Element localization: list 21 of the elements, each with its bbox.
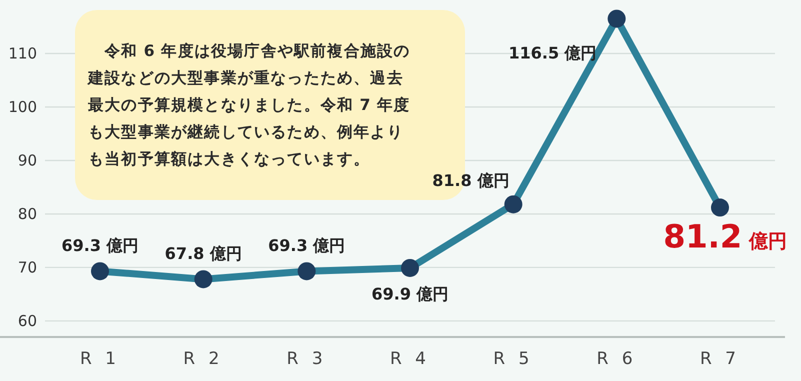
x-tick-label: R 2 <box>183 349 224 369</box>
y-tick-label: 80 <box>18 205 37 224</box>
annotation: 令和 6 年度は役場庁舎や駅前複合施設の建設などの大型事業が重なったため、過去最大の予算規模となりました。令和 7 年度も大型事業が継続しているため、例年よりも当初予算額は大きくなっています。 <box>87 41 410 168</box>
y-tick-label: 100 <box>8 98 37 116</box>
y-tick-label: 110 <box>8 44 37 63</box>
text: 69.3 億円 <box>61 236 139 255</box>
x-tick-label: R 5 <box>493 349 534 369</box>
x-tick-label: R 7 <box>700 349 740 369</box>
text: 81.8 億円 <box>432 170 510 190</box>
y-tick-label: 60 <box>18 312 37 330</box>
text: 67.8 億円 <box>164 244 242 263</box>
x-tick-label: R 1 <box>80 349 120 369</box>
text: 69.9 億円 <box>371 284 449 304</box>
text: 69.3 億円 <box>268 236 346 255</box>
x-tick-label: R 6 <box>596 349 637 369</box>
x-tick-label: R 3 <box>286 349 327 369</box>
y-tick-label: 70 <box>18 258 37 277</box>
text: 81.2 億円 <box>663 218 787 256</box>
text: 116.5 億円 <box>508 43 597 62</box>
y-tick-label: 90 <box>18 152 37 170</box>
x-tick-label: R 4 <box>390 349 430 369</box>
